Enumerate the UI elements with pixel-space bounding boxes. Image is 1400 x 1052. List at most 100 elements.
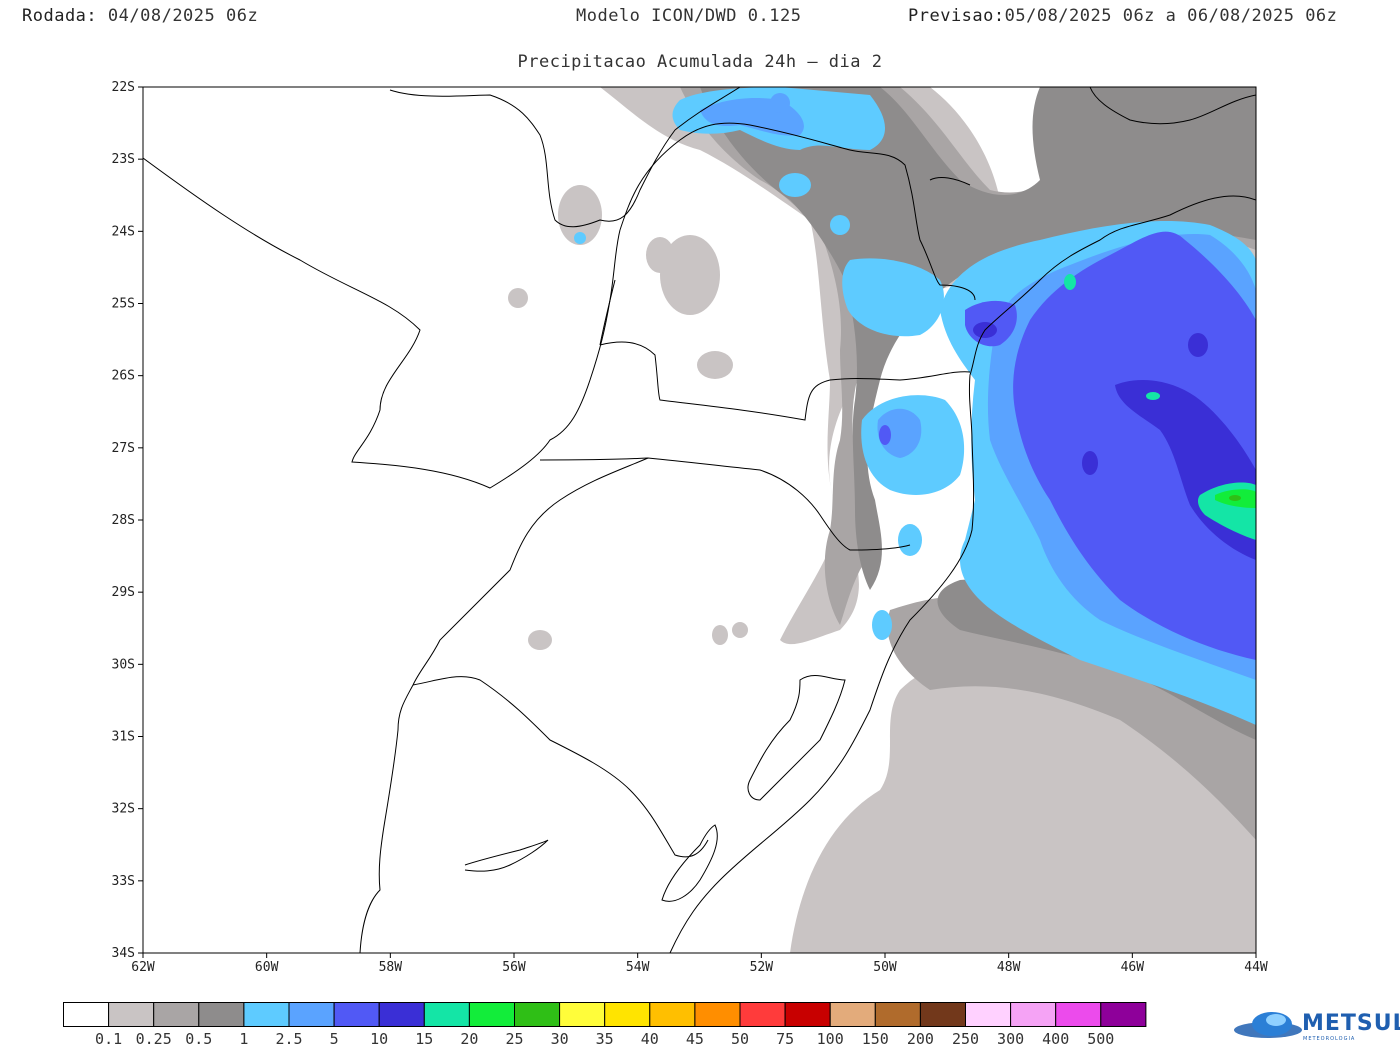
legend-label: 15	[415, 1030, 433, 1048]
legend-label: 5	[330, 1030, 339, 1048]
legend-swatch	[514, 1002, 561, 1027]
border-pr-state	[619, 122, 976, 301]
borders	[143, 87, 1256, 953]
lat-tick-label: 30S	[112, 657, 135, 672]
legend-swatch	[333, 1002, 380, 1027]
forecast-label: Previsao:	[908, 6, 1005, 26]
lon-tick-label: 48W	[997, 960, 1021, 975]
lat-tick-label: 28S	[112, 513, 135, 528]
border-sc-rs	[539, 457, 911, 551]
border-rs-uruguay	[412, 676, 709, 858]
lon-tick-label: 58W	[379, 960, 403, 975]
legend-swatch	[63, 1002, 110, 1027]
rio-negro-reservoir	[464, 839, 549, 872]
legend-label: 10	[370, 1030, 388, 1048]
lat-tick-label: 23S	[112, 152, 135, 167]
lon-tick-label: 52W	[750, 960, 774, 975]
lat-tick-label: 32S	[112, 802, 135, 817]
legend-label: 30	[551, 1030, 569, 1048]
legend-label: 400	[1042, 1030, 1069, 1048]
coast-rj	[1089, 87, 1256, 125]
lon-tick-label: 56W	[502, 960, 526, 975]
legend-swatch	[694, 1002, 741, 1027]
logo-subtitle: METEOROLOGIA	[1303, 1036, 1356, 1042]
run-label: Rodada:	[22, 6, 98, 26]
lat-tick-label: 26S	[112, 369, 135, 384]
legend-label: 75	[776, 1030, 794, 1048]
legend-swatch	[919, 1002, 967, 1027]
legend-label: 50	[731, 1030, 749, 1048]
precip-field	[508, 87, 1256, 953]
lagoa-mirim	[661, 824, 718, 902]
legend-swatch	[108, 1002, 155, 1027]
lat-tick-label: 31S	[112, 730, 135, 745]
lon-tick-label: 54W	[626, 960, 650, 975]
lon-tick-label: 60W	[255, 960, 279, 975]
forecast-value: 05/08/2025 06z a 06/08/2025 06z	[1004, 6, 1338, 26]
legend-swatch	[559, 1002, 606, 1027]
coast-minor	[929, 177, 971, 186]
legend-swatch	[378, 1002, 425, 1027]
legend-label: 20	[460, 1030, 478, 1048]
lon-tick-label: 50W	[873, 960, 897, 975]
legend-swatch	[1055, 1002, 1102, 1027]
lat-tick-label: 33S	[112, 874, 135, 889]
legend-swatch	[874, 1002, 921, 1027]
precipitation-map: 62W 60W 58W 56W 54W 52W 50W 48W 46W 44W 22S 23S 24S…	[112, 80, 1268, 975]
legend-swatch	[604, 1002, 651, 1027]
legend-label: 35	[596, 1030, 614, 1048]
lat-tick-label: 29S	[112, 585, 135, 600]
lon-tick-label: 44W	[1244, 960, 1268, 975]
lat-tick-label: 22S	[112, 80, 135, 95]
legend-label: 45	[686, 1030, 704, 1048]
latitude-axis: 22S 23S 24S 25S 26S 27S 28S 29S 30S 31S 32S 33S 34S	[112, 80, 143, 961]
legend-label: 1	[239, 1030, 248, 1048]
legend-swatch	[829, 1002, 876, 1027]
metsul-logo-icon	[1234, 1012, 1302, 1038]
legend-swatch	[198, 1002, 245, 1027]
legend-label: 100	[817, 1030, 844, 1048]
legend-label: 250	[952, 1030, 979, 1048]
border-paraguay-argentina	[143, 157, 621, 489]
border-pr-sc	[599, 341, 971, 421]
legend-label: 150	[862, 1030, 889, 1048]
lat-tick-label: 27S	[112, 441, 135, 456]
precipitation-legend: 0.1 0.25 0.5 1 2.5 5 10 15 20 25 30 35 40 45 50 75 100 15…	[63, 1002, 1147, 1048]
legend-label: 200	[907, 1030, 934, 1048]
legend-swatch	[423, 1002, 470, 1027]
lat-tick-label: 34S	[112, 946, 135, 961]
legend-swatch	[739, 1002, 786, 1027]
lagoa-dos-patos	[747, 675, 846, 801]
map-subtitle: Precipitacao Acumulada 24h – dia 2	[517, 52, 883, 72]
border-rs-argentina	[412, 457, 649, 686]
legend-swatch	[649, 1002, 696, 1027]
legend-label: 0.5	[185, 1030, 212, 1048]
legend-label: 0.1	[95, 1030, 122, 1048]
border-uruguay-argentina	[359, 684, 414, 953]
coastline	[669, 195, 1256, 953]
precip-green	[1064, 274, 1256, 540]
legend-swatch	[153, 1002, 200, 1027]
run-info: Rodada: 04/08/2025 06z	[22, 6, 258, 26]
run-value: 04/08/2025 06z	[107, 6, 259, 26]
legend-label: 500	[1087, 1030, 1114, 1048]
legend-label: 2.5	[275, 1030, 302, 1048]
legend-swatch	[288, 1002, 335, 1027]
model-title: Modelo ICON/DWD 0.125	[576, 6, 802, 26]
lon-tick-label: 46W	[1121, 960, 1145, 975]
logo-name: METSUL	[1302, 1011, 1400, 1036]
legend-swatch	[1100, 1002, 1147, 1027]
lat-tick-label: 24S	[112, 224, 135, 239]
legend-label: 300	[997, 1030, 1024, 1048]
legend-swatch	[784, 1002, 831, 1027]
legend-swatch	[243, 1002, 290, 1027]
longitude-axis: 62W 60W 58W 56W 54W 52W 50W 48W 46W 44W	[131, 953, 1268, 975]
legend-swatch	[965, 1002, 1012, 1027]
legend-label: 25	[505, 1030, 523, 1048]
lat-tick-label: 25S	[112, 297, 135, 312]
border-paraguay-brazil	[389, 87, 741, 228]
legend-swatch	[468, 1002, 515, 1027]
legend-swatch	[1010, 1002, 1057, 1027]
border-misiones	[599, 279, 616, 346]
legend-label: 0.25	[136, 1030, 172, 1048]
